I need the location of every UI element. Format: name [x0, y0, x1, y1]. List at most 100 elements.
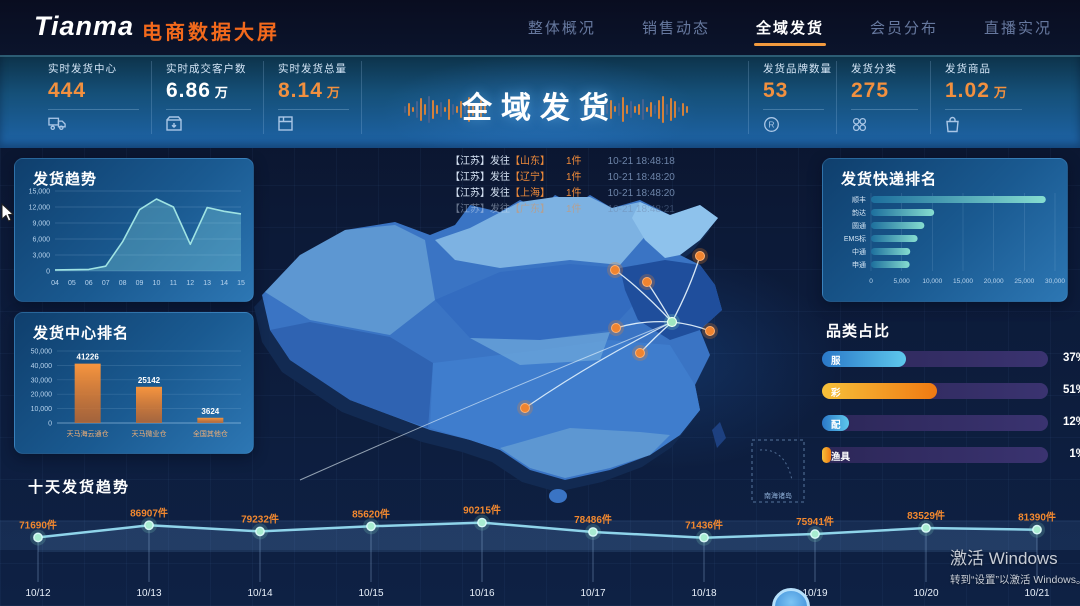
wave-bar [404, 105, 406, 113]
svg-text:10/18: 10/18 [691, 588, 716, 599]
svg-text:25142: 25142 [138, 376, 161, 385]
wave-bar [666, 103, 668, 115]
wave-bar [420, 97, 422, 121]
category-row: 渔具1% [822, 447, 1080, 463]
registered-icon: R [763, 117, 780, 137]
package-icon [278, 116, 293, 135]
wave-bar [686, 105, 688, 113]
panel-title: 品类占比 [826, 323, 891, 340]
nav-tab[interactable]: 整体概况 [527, 20, 596, 37]
svg-text:10/17: 10/17 [580, 588, 605, 599]
nav-tab[interactable]: 全域发货 [753, 17, 826, 46]
wave-bar [638, 103, 640, 115]
wave-bar [678, 106, 680, 112]
svg-text:20,000: 20,000 [31, 392, 53, 399]
svg-text:圆通: 圆通 [852, 221, 866, 230]
svg-text:50,000: 50,000 [31, 349, 53, 356]
panel-title: 发货趋势 [33, 171, 98, 188]
svg-text:9,000: 9,000 [32, 221, 50, 228]
wave-bar [440, 101, 442, 117]
svg-text:韵达: 韵达 [852, 208, 866, 217]
svg-text:天马微业仓: 天马微业仓 [132, 429, 167, 438]
svg-text:10/19: 10/19 [802, 588, 827, 599]
ticker-row: 【江苏】发往【上海】 1件 10-21 18:48:20 [450, 188, 675, 199]
wave-bar [646, 106, 648, 112]
wave-bar [662, 95, 664, 123]
svg-text:申通: 申通 [852, 260, 866, 269]
ticker-row: 【江苏】发往【辽宁】 1件 10-21 18:48:20 [450, 172, 675, 183]
svg-text:10/13: 10/13 [136, 588, 161, 599]
wave-bar [626, 104, 628, 114]
wave-bar [658, 99, 660, 119]
svg-text:中通: 中通 [852, 247, 866, 256]
svg-text:78486件: 78486件 [574, 513, 612, 526]
svg-text:71436件: 71436件 [685, 519, 723, 532]
wave-bar [674, 100, 676, 118]
stat-value: 6.86 万 [166, 79, 228, 102]
wave-bar [480, 99, 482, 119]
svg-text:EMS标: EMS标 [844, 234, 866, 243]
svg-text:85620件: 85620件 [352, 507, 390, 520]
category-row: 服37% [822, 351, 1080, 367]
category-bars: 服37% 彩51% 配12% 渔具1% [822, 351, 1080, 463]
wave-bar [460, 100, 462, 118]
svg-text:20,000: 20,000 [984, 278, 1004, 285]
svg-text:10/14: 10/14 [247, 588, 272, 599]
category-percent: 37% [1062, 352, 1080, 364]
svg-text:0: 0 [46, 269, 50, 276]
top-bar: Tianma 电商数据大屏 整体概况 销售动态 全域发货 会员分布 直播实况 [0, 0, 1080, 55]
svg-text:07: 07 [102, 280, 110, 287]
svg-text:05: 05 [68, 280, 76, 287]
svg-text:08: 08 [119, 280, 127, 287]
svg-text:13: 13 [203, 280, 211, 287]
stats-right-group: 发货品牌数量 53 R 发货分类 275 发货商品 1.02 万 [748, 61, 1034, 134]
tenday-chart: 71690件 10/12 86907件 10/13 79232件 10/14 85620件 1… [0, 504, 1080, 599]
wave-bar [654, 104, 656, 114]
category-row: 彩51% [822, 383, 1080, 399]
panel-category-share: 品类占比 服37% 彩51% 配12% 渔具1% [822, 316, 1080, 463]
grid-dots-icon [851, 117, 868, 137]
wave-bar [472, 102, 474, 116]
nav-tab[interactable]: 直播实况 [983, 20, 1052, 37]
brand-logo: Tianma [34, 11, 135, 41]
nav-tab[interactable]: 销售动态 [641, 20, 710, 37]
panel-shipping-trend: 发货趋势 0 3,000 6,000 9,000 12,000 15,000 04 05 06 0… [14, 158, 254, 302]
svg-text:全国其他仓: 全国其他仓 [193, 429, 228, 438]
svg-text:3624: 3624 [201, 407, 219, 416]
wave-bar [464, 104, 466, 114]
wave-bar [408, 102, 410, 116]
panel-title: 十天发货趋势 [28, 479, 131, 496]
svg-text:11: 11 [170, 280, 177, 287]
svg-text:天马海云通仓: 天马海云通仓 [67, 429, 109, 438]
stat-cell: 发货分类 275 [836, 61, 930, 134]
svg-text:0: 0 [48, 421, 52, 428]
svg-text:41226: 41226 [77, 353, 100, 362]
stat-label: 实时发货中心 [48, 63, 117, 75]
shipment-origin-dot [664, 314, 680, 330]
category-row: 配12% [822, 415, 1080, 431]
wave-bar [448, 98, 450, 120]
wave-bar [650, 101, 652, 117]
svg-text:90215件: 90215件 [463, 504, 501, 517]
svg-text:15,000: 15,000 [953, 278, 973, 285]
watermark-line1: 激活 Windows [950, 549, 1058, 568]
ticker-row: 【江苏】发往【广东】 1件 10-21 18:48:21 [450, 204, 675, 215]
wave-bar [424, 103, 426, 115]
wave-bar [436, 104, 438, 114]
stat-value: 444 [48, 79, 87, 102]
wave-bar [432, 99, 434, 119]
stat-cell: 实时成交客户数 6.86 万 [152, 61, 264, 134]
svg-text:75941件: 75941件 [796, 515, 834, 528]
svg-text:81390件: 81390件 [1018, 511, 1056, 524]
svg-text:10,000: 10,000 [922, 278, 942, 285]
svg-text:10/12: 10/12 [25, 588, 50, 599]
wave-bar [444, 106, 446, 112]
svg-text:40,000: 40,000 [31, 363, 53, 370]
category-percent: 51% [1062, 384, 1080, 396]
svg-text:顺丰: 顺丰 [852, 195, 866, 204]
stat-value: 275 [851, 79, 890, 102]
nav-tab[interactable]: 会员分布 [869, 20, 938, 37]
svg-text:10/15: 10/15 [358, 588, 383, 599]
svg-text:10: 10 [153, 280, 161, 287]
